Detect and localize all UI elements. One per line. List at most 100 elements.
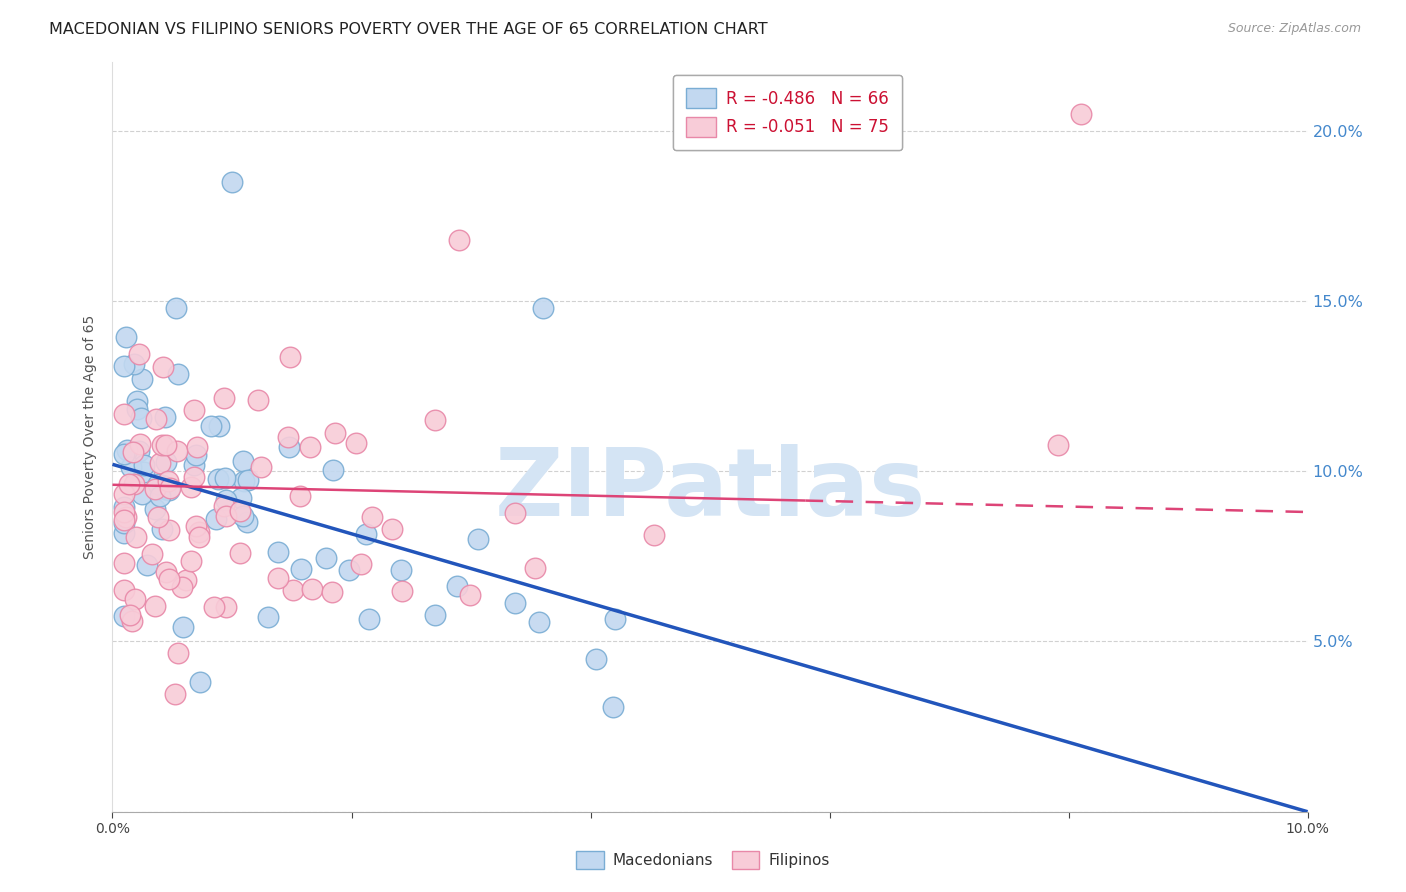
Point bbox=[148, 510, 170, 524]
Point bbox=[180, 480, 202, 494]
Point bbox=[188, 675, 211, 690]
Point bbox=[229, 546, 252, 560]
Point bbox=[122, 357, 145, 371]
Point bbox=[389, 563, 412, 577]
Point bbox=[357, 612, 380, 626]
Point bbox=[505, 506, 527, 520]
Point bbox=[391, 583, 413, 598]
Point bbox=[129, 411, 152, 425]
Point bbox=[167, 646, 190, 660]
Point bbox=[128, 347, 150, 361]
Y-axis label: Seniors Poverty Over the Age of 65: Seniors Poverty Over the Age of 65 bbox=[83, 315, 97, 559]
Point bbox=[249, 460, 271, 475]
Legend: Macedonians, Filipinos: Macedonians, Filipinos bbox=[569, 845, 837, 875]
Point bbox=[425, 607, 447, 622]
Point bbox=[503, 596, 526, 610]
Point bbox=[233, 474, 256, 488]
Point bbox=[531, 301, 554, 315]
Point bbox=[131, 372, 153, 386]
Point bbox=[180, 554, 202, 568]
Point bbox=[221, 175, 243, 189]
Point bbox=[128, 443, 150, 458]
Point bbox=[186, 440, 208, 454]
Point bbox=[157, 572, 180, 586]
Point bbox=[135, 558, 157, 573]
Point bbox=[129, 436, 152, 450]
Point bbox=[131, 487, 153, 501]
Point bbox=[114, 408, 135, 422]
Point bbox=[163, 687, 186, 701]
Point bbox=[149, 456, 172, 470]
Point bbox=[124, 591, 146, 606]
Point bbox=[183, 402, 205, 417]
Point bbox=[278, 440, 301, 454]
Point bbox=[247, 392, 270, 407]
Point bbox=[132, 458, 155, 473]
Point bbox=[145, 412, 167, 426]
Point bbox=[214, 391, 236, 405]
Point bbox=[114, 516, 135, 531]
Point bbox=[153, 482, 176, 496]
Point bbox=[290, 562, 312, 576]
Point bbox=[350, 557, 373, 571]
Point bbox=[114, 329, 136, 343]
Point bbox=[322, 463, 344, 477]
Point bbox=[339, 563, 361, 577]
Point bbox=[165, 301, 187, 316]
Point bbox=[122, 477, 145, 491]
Point bbox=[149, 489, 172, 503]
Point bbox=[188, 530, 211, 544]
Point bbox=[114, 509, 136, 524]
Point bbox=[115, 442, 138, 457]
Point bbox=[235, 515, 257, 529]
Point bbox=[267, 545, 290, 559]
Point bbox=[1047, 438, 1070, 452]
Point bbox=[114, 526, 135, 541]
Point bbox=[166, 444, 188, 458]
Point bbox=[288, 489, 311, 503]
Point bbox=[186, 519, 208, 533]
Point bbox=[121, 614, 143, 628]
Text: ZIPatlas: ZIPatlas bbox=[495, 443, 925, 535]
Point bbox=[167, 367, 190, 381]
Point bbox=[134, 465, 156, 479]
Point bbox=[205, 512, 228, 526]
Point bbox=[184, 448, 207, 462]
Point bbox=[298, 440, 321, 454]
Point bbox=[381, 522, 404, 536]
Point bbox=[855, 106, 877, 120]
Point bbox=[266, 571, 288, 585]
Point bbox=[354, 526, 377, 541]
Point bbox=[155, 565, 177, 579]
Point bbox=[150, 438, 173, 452]
Point bbox=[301, 582, 323, 596]
Point bbox=[323, 425, 346, 440]
Point bbox=[229, 504, 252, 518]
Point bbox=[183, 458, 205, 472]
Point bbox=[155, 455, 177, 469]
Point bbox=[150, 478, 173, 492]
Point bbox=[153, 410, 176, 425]
Point bbox=[118, 477, 141, 491]
Point bbox=[202, 600, 225, 615]
Point bbox=[150, 522, 173, 536]
Point bbox=[172, 580, 194, 594]
Point bbox=[232, 509, 254, 524]
Point bbox=[114, 557, 135, 571]
Point bbox=[212, 499, 235, 513]
Point bbox=[155, 438, 177, 452]
Point bbox=[257, 610, 280, 624]
Point bbox=[143, 599, 166, 614]
Point bbox=[1070, 106, 1092, 120]
Point bbox=[281, 583, 304, 598]
Point bbox=[114, 500, 135, 515]
Point bbox=[157, 523, 180, 537]
Point bbox=[425, 413, 447, 427]
Point bbox=[321, 585, 343, 599]
Point bbox=[449, 233, 471, 247]
Point bbox=[643, 528, 665, 542]
Point bbox=[207, 472, 229, 486]
Point bbox=[157, 483, 180, 497]
Point bbox=[114, 486, 135, 500]
Point bbox=[215, 599, 238, 614]
